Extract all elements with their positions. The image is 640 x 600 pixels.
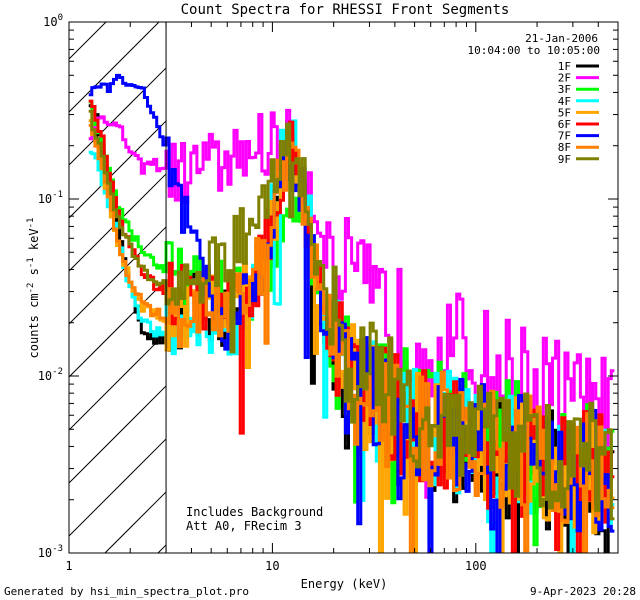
series-line-2f (88, 108, 615, 499)
x-tick-label: 1 (65, 559, 72, 573)
plot-frame (68, 21, 619, 554)
series-group (88, 73, 615, 553)
legend-label: 4F (558, 95, 571, 108)
hatch-line (68, 332, 167, 431)
legend-label: 9F (558, 153, 571, 166)
date-label: 21-Jan-2006 (525, 32, 598, 45)
series-line-9f (88, 109, 615, 521)
y-tick-label: 10-3 (38, 544, 63, 560)
hatch-line (68, 120, 167, 219)
hatch-line (68, 438, 167, 537)
y-axis-label: counts cm-2 s-1 keV-1 (26, 218, 41, 359)
legend-label: 8F (558, 141, 571, 154)
legend-label: 6F (558, 118, 571, 131)
hatch-line (68, 21, 107, 60)
annotation-background: Includes Background (186, 505, 323, 519)
time-range-label: 10:04:00 to 10:05:00 (468, 44, 600, 57)
series-line-7f (88, 73, 615, 553)
shaded-region (68, 21, 167, 554)
legend-label: 2F (558, 72, 571, 85)
footer-generator: Generated by hsi_min_spectra_plot.pro (4, 585, 249, 598)
hatch-line (68, 385, 167, 484)
x-tick-label: 100 (465, 559, 487, 573)
hatch-line (68, 21, 160, 113)
footer-timestamp: 9-Apr-2023 20:28 (530, 585, 636, 598)
chart-title: Count Spectra for RHESSI Front Segments (181, 2, 510, 18)
hatch-line (68, 226, 167, 325)
hatch-line (68, 67, 167, 166)
hatch-line (157, 544, 167, 554)
legend-label: 5F (558, 106, 571, 119)
axis-ticks: 1 10 100 10-3 10-2 10-1 100 (38, 13, 619, 573)
x-axis-label: Energy (keV) (301, 577, 388, 591)
hatch-line (68, 279, 167, 378)
legend-label: 3F (558, 83, 571, 96)
hatch-line (104, 491, 167, 554)
x-tick-label: 10 (265, 559, 279, 573)
legend-label: 7F (558, 130, 571, 143)
y-tick-label: 10-1 (38, 190, 63, 206)
y-tick-label: 100 (43, 13, 63, 29)
y-tick-label: 10-2 (38, 367, 63, 383)
legend-label: 1F (558, 60, 571, 73)
annotation-attenuator: Att A0, FRecim 3 (186, 519, 302, 533)
